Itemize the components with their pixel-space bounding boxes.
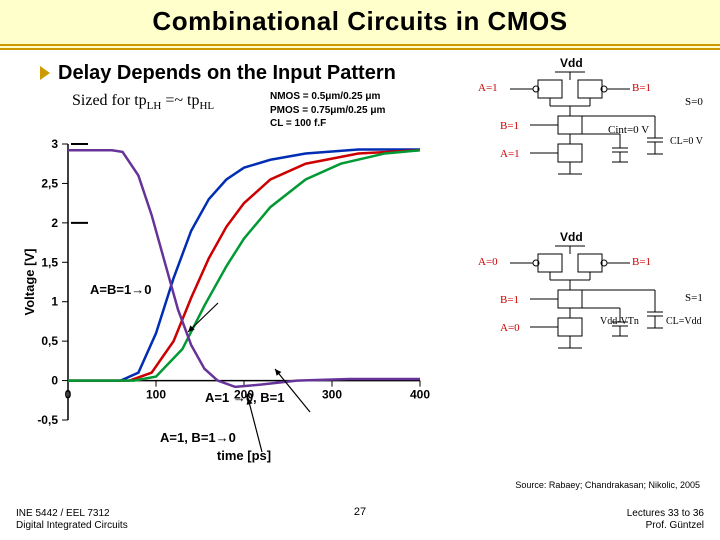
svg-text:Voltage [V]: Voltage [V] xyxy=(22,249,37,316)
top-cl: CL=0 V xyxy=(670,136,703,147)
bullet-icon xyxy=(40,66,50,80)
nmos-size: NMOS = 0.5μm/0.25 μm xyxy=(270,90,385,104)
bot-nB: B=1 xyxy=(500,294,519,306)
pmos-size: PMOS = 0.75μm/0.25 μm xyxy=(270,104,385,118)
svg-text:time [ps]: time [ps] xyxy=(217,448,271,463)
svg-text:0,5: 0,5 xyxy=(41,334,58,348)
top-A: A=1 xyxy=(478,82,498,94)
bot-cint: Vdd-VTn xyxy=(600,316,639,327)
svg-text:1: 1 xyxy=(51,295,58,309)
cl-size: CL = 100 f.F xyxy=(270,117,385,131)
svg-text:3: 3 xyxy=(51,138,58,151)
bot-cl: CL=Vdd xyxy=(666,316,702,327)
bot-S: S=1 xyxy=(685,292,703,304)
slide: Combinational Circuits in CMOS Delay Dep… xyxy=(0,0,720,540)
bot-B: B=1 xyxy=(632,256,651,268)
subtitle: Delay Depends on the Input Pattern xyxy=(40,62,396,85)
subtitle-text: Delay Depends on the Input Pattern xyxy=(58,62,396,84)
source-text: Source: Rabaey; Chandrakasan; Nikolic, 2… xyxy=(515,480,700,490)
footer-left: INE 5442 / EEL 7312 Digital Integrated C… xyxy=(16,508,128,532)
svg-text:0: 0 xyxy=(65,388,72,402)
svg-text:2: 2 xyxy=(51,216,58,230)
svg-text:0: 0 xyxy=(51,374,58,388)
footer-right: Lectures 33 to 36 Prof. Güntzel xyxy=(627,508,704,532)
rule-top xyxy=(0,44,720,46)
bot-nA: A=0 xyxy=(500,322,520,334)
sizing-block: NMOS = 0.5μm/0.25 μm PMOS = 0.75μm/0.25 … xyxy=(270,90,385,131)
top-S: S=0 xyxy=(685,96,703,108)
slide-title: Combinational Circuits in CMOS xyxy=(0,6,720,37)
voltage-time-chart: 0100200300400-0,500,511,522,53time [ps]V… xyxy=(20,138,430,468)
chart-annotation: A=B=1→0 xyxy=(90,282,151,297)
top-nA: A=1 xyxy=(500,148,520,160)
top-cint: Cint=0 V xyxy=(608,124,649,136)
chart-annotation: A=1, B=1→0 xyxy=(160,430,236,445)
bot-A: A=0 xyxy=(478,256,498,268)
svg-text:2,5: 2,5 xyxy=(41,176,58,190)
svg-text:300: 300 xyxy=(322,388,342,402)
svg-text:400: 400 xyxy=(410,388,430,402)
page-number: 27 xyxy=(354,506,366,518)
svg-text:100: 100 xyxy=(146,388,166,402)
svg-text:1,5: 1,5 xyxy=(41,255,58,269)
chart-annotation: A=1 →0, B=1 xyxy=(205,390,285,405)
top-B: B=1 xyxy=(632,82,651,94)
svg-text:-0,5: -0,5 xyxy=(37,413,58,427)
sized-text: Sized for tpLH =~ tpHL xyxy=(72,92,214,112)
top-nB: B=1 xyxy=(500,120,519,132)
